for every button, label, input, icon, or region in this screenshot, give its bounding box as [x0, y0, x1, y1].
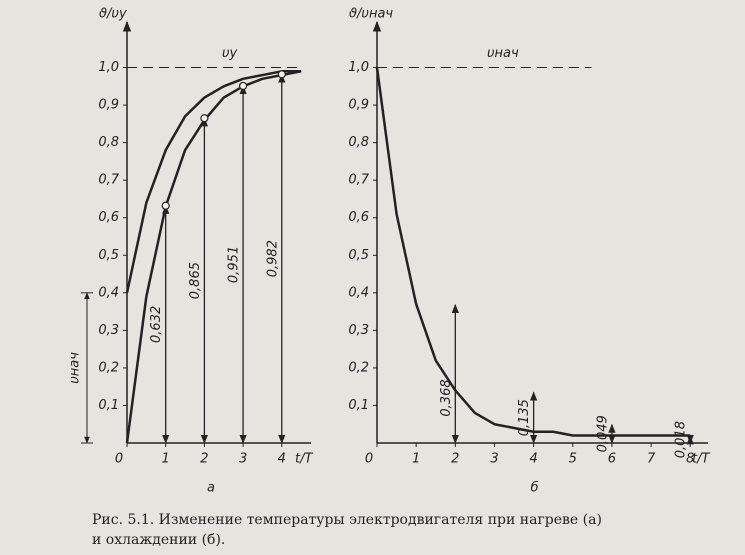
x-axis-label: t/T — [295, 452, 313, 467]
point — [200, 114, 209, 123]
y-tick-label: 0,5 — [98, 248, 119, 263]
x-axis-label: t/T — [692, 452, 710, 467]
y-tick-label: 0,3 — [348, 323, 369, 338]
y-tick-label: 0,2 — [348, 360, 369, 375]
value-label: 0,951 — [227, 246, 242, 283]
y-tick-label: 0,1 — [98, 398, 119, 413]
y-tick-label: 0,1 — [348, 398, 369, 413]
x-tick-label: 4 — [529, 452, 537, 467]
annotation-label: υнач — [68, 352, 83, 384]
value-label: 0,865 — [188, 262, 203, 299]
curve — [375, 67, 691, 437]
reference-label: υу — [222, 46, 238, 61]
subtitle: а — [207, 481, 215, 496]
x-tick-label: 2 — [200, 452, 208, 467]
value-label: 0,632 — [149, 306, 164, 343]
y-tick-label: 0,9 — [98, 98, 119, 113]
x-tick-label: 6 — [608, 452, 616, 467]
y-tick-label: 1,0 — [348, 60, 369, 75]
value-label: 0,135 — [517, 399, 532, 436]
y-tick-label: 0,3 — [98, 323, 119, 338]
y-tick-label: 0,9 — [348, 98, 369, 113]
value-label: 0,018 — [674, 421, 689, 458]
x-tick-label: 1 — [162, 452, 170, 467]
y-tick-label: 0,7 — [348, 173, 369, 188]
curve — [125, 70, 302, 444]
reference-label: υнач — [487, 46, 519, 61]
subtitle: б — [530, 481, 538, 496]
point — [277, 70, 286, 79]
x-tick-label: 3 — [490, 452, 498, 467]
point — [161, 201, 170, 210]
y-tick-label: 0,8 — [98, 135, 119, 150]
y-tick-label: 0,8 — [348, 135, 369, 150]
y-tick-label: 0,4 — [98, 285, 119, 300]
y-tick-label: 0,4 — [348, 285, 369, 300]
y-tick-label: 0,2 — [98, 360, 119, 375]
x-tick-label: 4 — [278, 452, 286, 467]
caption-line: и охлаждении (б). — [92, 532, 225, 548]
x-tick-label: 3 — [239, 452, 247, 467]
y-tick-label: 0,5 — [348, 248, 369, 263]
y-tick-label: 1,0 — [98, 60, 119, 75]
y-axis-label: ϑ/υу — [99, 7, 127, 22]
caption-line: Рис. 5.1. Изменение температуры электрод… — [92, 512, 602, 528]
y-tick-label: 0,7 — [98, 173, 119, 188]
value-label: 0,049 — [595, 415, 610, 452]
y-tick-label: 0,6 — [348, 210, 369, 225]
x-tick-label: 0 — [115, 452, 123, 467]
y-axis-label: ϑ/υнач — [349, 7, 393, 22]
value-label: 0,368 — [439, 379, 454, 416]
x-tick-label: 7 — [647, 452, 656, 467]
value-label: 0,982 — [265, 240, 280, 277]
x-tick-label: 2 — [451, 452, 459, 467]
x-tick-label: 1 — [412, 452, 420, 467]
curve — [125, 70, 302, 294]
y-tick-label: 0,6 — [98, 210, 119, 225]
x-tick-label: 5 — [569, 452, 577, 467]
x-tick-label: 0 — [365, 452, 373, 467]
point — [238, 81, 248, 91]
x-tick-label: 8 — [686, 452, 694, 467]
